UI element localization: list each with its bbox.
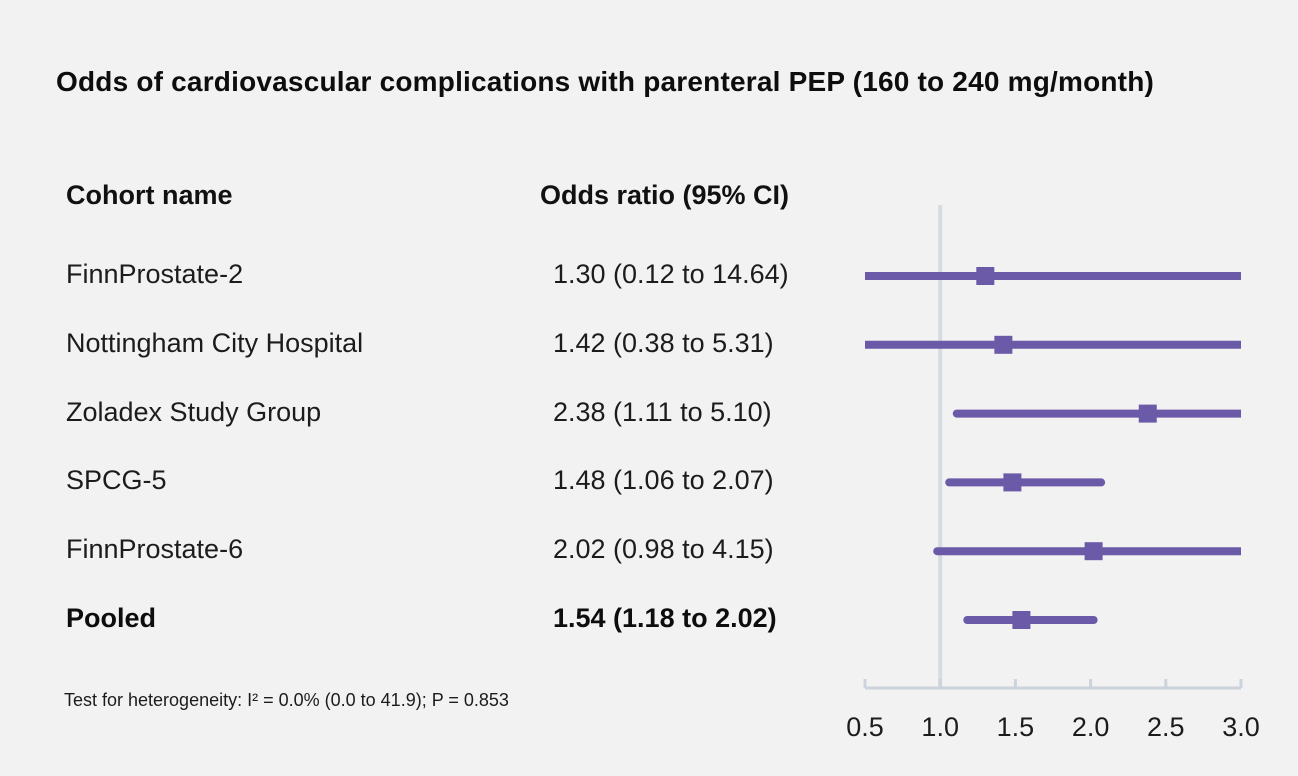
- odds-ratio-value: 1.42 (0.38 to 5.31): [553, 327, 774, 358]
- cohort-name: Pooled: [66, 603, 157, 633]
- or-marker: [994, 335, 1013, 354]
- ci-lines-group: [865, 272, 1241, 624]
- x-axis-tick-label: 0.5: [846, 712, 884, 742]
- or-marker: [1084, 542, 1103, 561]
- or-marker: [976, 267, 995, 285]
- x-axis-tick-label: 1.0: [921, 712, 959, 742]
- cohort-name: Zoladex Study Group: [66, 396, 322, 427]
- odds-ratio-value: 1.54 (1.18 to 2.02): [553, 603, 777, 633]
- odds-ratio-value: 1.30 (0.12 to 14.64): [553, 259, 789, 289]
- x-axis-tick-label: 2.5: [1147, 712, 1185, 742]
- x-axis-tick-label: 1.5: [997, 712, 1035, 742]
- column-header-cohort: Cohort name: [66, 180, 233, 210]
- cohort-name: FinnProstate-2: [66, 259, 244, 289]
- cohort-name: SPCG-5: [66, 465, 167, 496]
- heterogeneity-footnote: Test for heterogeneity: I² = 0.0% (0.0 t…: [64, 690, 509, 710]
- x-axis-tick-label: 3.0: [1222, 712, 1260, 742]
- cohort-name: FinnProstate-6: [66, 534, 244, 565]
- x-axis-tick-label: 2.0: [1072, 712, 1110, 742]
- odds-ratio-value: 2.02 (0.98 to 4.15): [553, 534, 774, 565]
- odds-ratio-value: 2.38 (1.11 to 5.10): [553, 396, 772, 427]
- pooled-or-marker: [1012, 611, 1031, 629]
- cohort-name: Nottingham City Hospital: [66, 327, 364, 358]
- chart-title: Odds of cardiovascular complications wit…: [56, 66, 1155, 97]
- or-marker: [1138, 404, 1157, 423]
- column-header-odds-ratio: Odds ratio (95% CI): [540, 180, 790, 210]
- odds-ratio-value: 1.48 (1.06 to 2.07): [553, 465, 774, 496]
- or-marker: [1003, 473, 1022, 492]
